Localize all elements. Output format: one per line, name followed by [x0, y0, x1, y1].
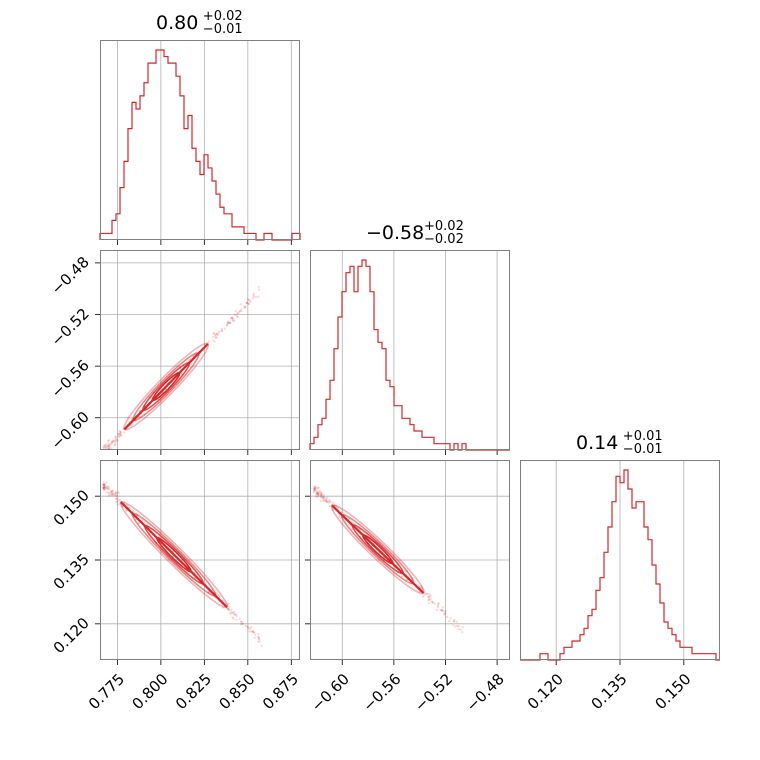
- y-tick-label: 0.150: [50, 486, 93, 529]
- histogram-line-1: [309, 259, 510, 451]
- panel-title-plus-1: +0.02: [424, 219, 464, 234]
- x-tick-label: 0.850: [215, 670, 258, 713]
- histogram-panel-1: −0.58 +0.02−0.02: [309, 219, 510, 455]
- scatter-panel-1: [95, 460, 300, 665]
- scatter-panel-2: [305, 460, 510, 665]
- y-tick-label: −0.52: [48, 305, 93, 350]
- panel-title-0: 0.80: [156, 12, 198, 34]
- x-tick-label: 0.825: [172, 670, 215, 713]
- panel-title-2: 0.14: [576, 432, 618, 454]
- x-tick-label: 0.135: [588, 670, 631, 713]
- x-tick-label: −0.56: [359, 670, 404, 715]
- x-tick-label: −0.60: [308, 670, 353, 715]
- contours-1: [119, 500, 229, 609]
- histogram-panel-2: 0.14 +0.01−0.01: [520, 429, 720, 665]
- histogram-panel-0: 0.80 +0.02−0.01: [99, 9, 301, 245]
- y-tick-label: −0.48: [48, 253, 93, 298]
- contour-level-0: [330, 504, 425, 595]
- y-tick-label: 0.135: [50, 550, 93, 593]
- histogram-line-2: [520, 469, 720, 661]
- panel-title-plus-2: +0.01: [623, 429, 663, 444]
- panel-title-plus-0: +0.02: [203, 9, 243, 24]
- histogram-line-0: [99, 49, 301, 241]
- x-tick-label: 0.875: [259, 670, 302, 713]
- x-tick-label: −0.48: [463, 670, 508, 715]
- x-tick-label: −0.52: [411, 670, 456, 715]
- contour-level-0: [119, 500, 229, 609]
- panel-title-minus-1: −0.02: [424, 232, 464, 247]
- y-tick-label: 0.120: [50, 614, 93, 657]
- y-tick-label: −0.60: [48, 408, 93, 453]
- x-tick-label: 0.120: [524, 670, 567, 713]
- contours-0: [123, 342, 210, 431]
- panel-title-1: −0.58: [366, 222, 424, 244]
- panel-title-minus-2: −0.01: [623, 442, 663, 457]
- x-tick-label: 0.800: [129, 670, 172, 713]
- contours-2: [330, 504, 425, 595]
- y-tick-label: −0.56: [48, 356, 93, 401]
- x-tick-label: 0.775: [85, 670, 128, 713]
- scatter-panel-0: [95, 250, 300, 455]
- panel-title-minus-0: −0.01: [203, 22, 243, 37]
- x-tick-label: 0.150: [651, 670, 694, 713]
